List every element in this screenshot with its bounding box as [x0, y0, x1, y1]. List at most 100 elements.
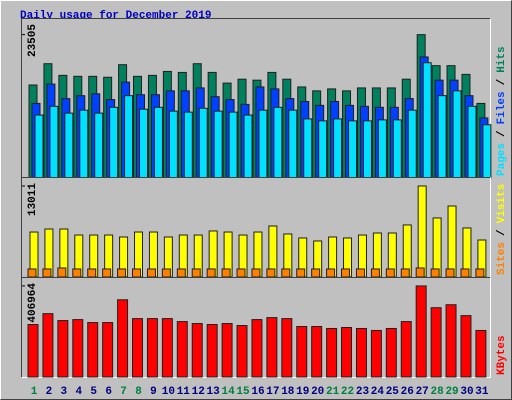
bar: [132, 318, 144, 378]
bar: [460, 315, 472, 378]
bar: [348, 120, 358, 179]
bar: [87, 268, 97, 278]
bar: [341, 268, 351, 278]
bar: [236, 325, 248, 378]
x-tick-label: 21: [326, 386, 340, 398]
bar: [333, 118, 343, 179]
panel-highlight: [21, 277, 491, 378]
bar: [437, 95, 447, 179]
bar: [417, 185, 427, 278]
bar: [445, 304, 457, 378]
bar: [296, 268, 306, 278]
x-tick-label: 24: [371, 386, 385, 398]
bar: [432, 217, 442, 278]
bar: [296, 326, 308, 378]
x-tick-label: 10: [162, 386, 175, 398]
bar: [355, 268, 365, 278]
bar: [206, 324, 218, 378]
bar: [228, 111, 238, 179]
bar: [400, 268, 410, 278]
bar: [124, 95, 134, 179]
bar: [79, 109, 89, 179]
bar: [303, 118, 313, 179]
y-tick-label: 406964: [27, 283, 39, 323]
bar: [273, 106, 283, 179]
legend-separator: /: [496, 130, 508, 137]
bar: [176, 321, 188, 378]
bar: [452, 90, 462, 179]
x-tick-label: 19: [296, 386, 309, 398]
bar: [87, 322, 99, 378]
bar: [258, 109, 268, 179]
x-tick-label: 23: [356, 386, 370, 398]
bar: [251, 319, 263, 378]
x-tick-label: 6: [105, 386, 112, 398]
bar: [57, 267, 67, 278]
bar: [109, 106, 119, 179]
bar: [385, 327, 397, 378]
bar: [206, 268, 216, 278]
x-tick-label: 3: [61, 386, 68, 398]
bar: [415, 267, 425, 278]
bar: [64, 112, 74, 179]
legend: Pages / Files / Hits: [496, 46, 508, 176]
bar: [392, 119, 402, 179]
bar: [482, 124, 492, 179]
bar: [251, 268, 261, 278]
bar: [326, 268, 336, 278]
bar: [377, 119, 387, 179]
bar: [27, 268, 37, 278]
bar: [191, 268, 201, 278]
x-tick-label: 12: [192, 386, 205, 398]
bar: [475, 268, 485, 278]
x-tick-label: 25: [386, 386, 400, 398]
x-tick-label: 22: [341, 386, 354, 398]
bar: [102, 268, 112, 278]
bar: [42, 268, 52, 278]
x-tick-label: 8: [135, 386, 142, 398]
bar: [400, 321, 412, 378]
x-tick-label: 9: [150, 386, 157, 398]
bar: [266, 268, 276, 278]
bar: [243, 114, 253, 179]
bar: [460, 268, 470, 278]
bar: [49, 105, 59, 179]
legend-separator: /: [496, 78, 508, 85]
bar: [355, 327, 367, 378]
bar: [326, 327, 338, 378]
bar: [370, 268, 380, 278]
bar: [430, 268, 440, 278]
y-tick-label: 23505: [27, 24, 39, 57]
x-tick-label: 30: [460, 386, 473, 398]
x-tick-label: 29: [445, 386, 458, 398]
x-tick-label: 2: [46, 386, 53, 398]
bar: [94, 112, 104, 179]
bar: [27, 324, 39, 378]
legend-separator: /: [496, 229, 508, 236]
bar: [168, 110, 178, 179]
legend-entry: Pages: [496, 143, 508, 176]
bar: [281, 318, 293, 378]
x-tick-label: 17: [266, 386, 279, 398]
bar: [102, 322, 114, 378]
bar: [213, 110, 223, 179]
bar: [318, 120, 328, 179]
bar: [475, 329, 487, 378]
x-tick-label: 26: [401, 386, 414, 398]
bar: [198, 107, 208, 179]
bar: [445, 268, 455, 278]
bar: [57, 320, 69, 378]
bar: [221, 268, 231, 278]
x-tick-label: 18: [281, 386, 295, 398]
legend: KBytes: [496, 335, 508, 375]
bar: [422, 62, 432, 179]
bar: [117, 268, 127, 278]
x-tick-label: 11: [177, 386, 191, 398]
bar: [341, 326, 353, 378]
bar: [311, 268, 321, 278]
bar: [176, 268, 186, 278]
x-tick-label: 15: [236, 386, 250, 398]
legend-entry: KBytes: [496, 335, 508, 375]
bar: [72, 268, 82, 278]
